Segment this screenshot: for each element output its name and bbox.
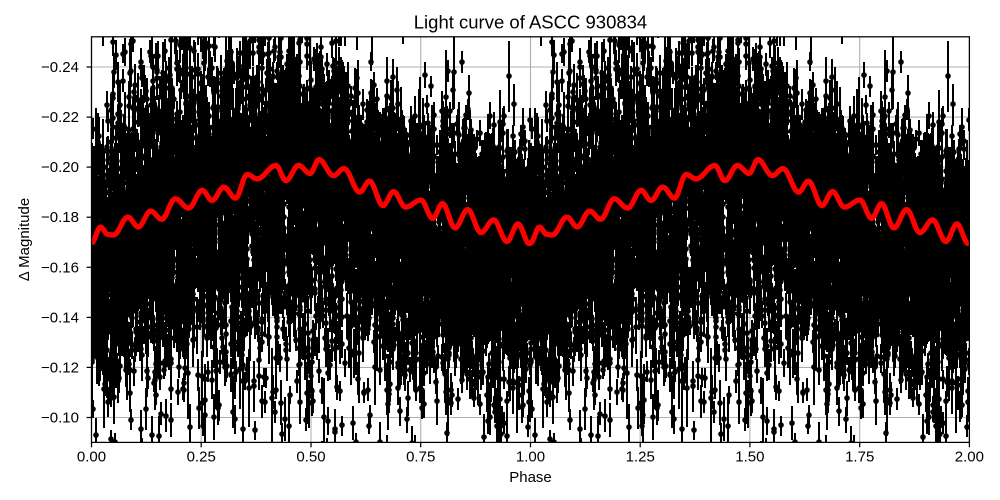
svg-text:−0.14: −0.14 xyxy=(41,309,79,326)
svg-text:2.00: 2.00 xyxy=(955,449,984,466)
svg-text:−0.20: −0.20 xyxy=(41,159,79,176)
svg-text:Phase: Phase xyxy=(509,469,552,486)
svg-text:−0.18: −0.18 xyxy=(41,209,79,226)
svg-text:0.00: 0.00 xyxy=(77,449,106,466)
svg-text:0.75: 0.75 xyxy=(406,449,435,466)
svg-text:−0.22: −0.22 xyxy=(41,109,79,126)
svg-text:1.25: 1.25 xyxy=(626,449,655,466)
svg-text:1.00: 1.00 xyxy=(516,449,545,466)
svg-text:−0.16: −0.16 xyxy=(41,259,79,276)
svg-text:1.50: 1.50 xyxy=(735,449,764,466)
svg-text:−0.12: −0.12 xyxy=(41,359,79,376)
svg-text:1.75: 1.75 xyxy=(845,449,874,466)
svg-text:−0.10: −0.10 xyxy=(41,410,79,427)
svg-text:0.50: 0.50 xyxy=(296,449,325,466)
svg-text:Light curve of ASCC 930834: Light curve of ASCC 930834 xyxy=(414,12,647,33)
svg-text:Δ Magnitude: Δ Magnitude xyxy=(16,198,33,281)
svg-text:0.25: 0.25 xyxy=(187,449,216,466)
svg-text:−0.24: −0.24 xyxy=(41,59,79,76)
